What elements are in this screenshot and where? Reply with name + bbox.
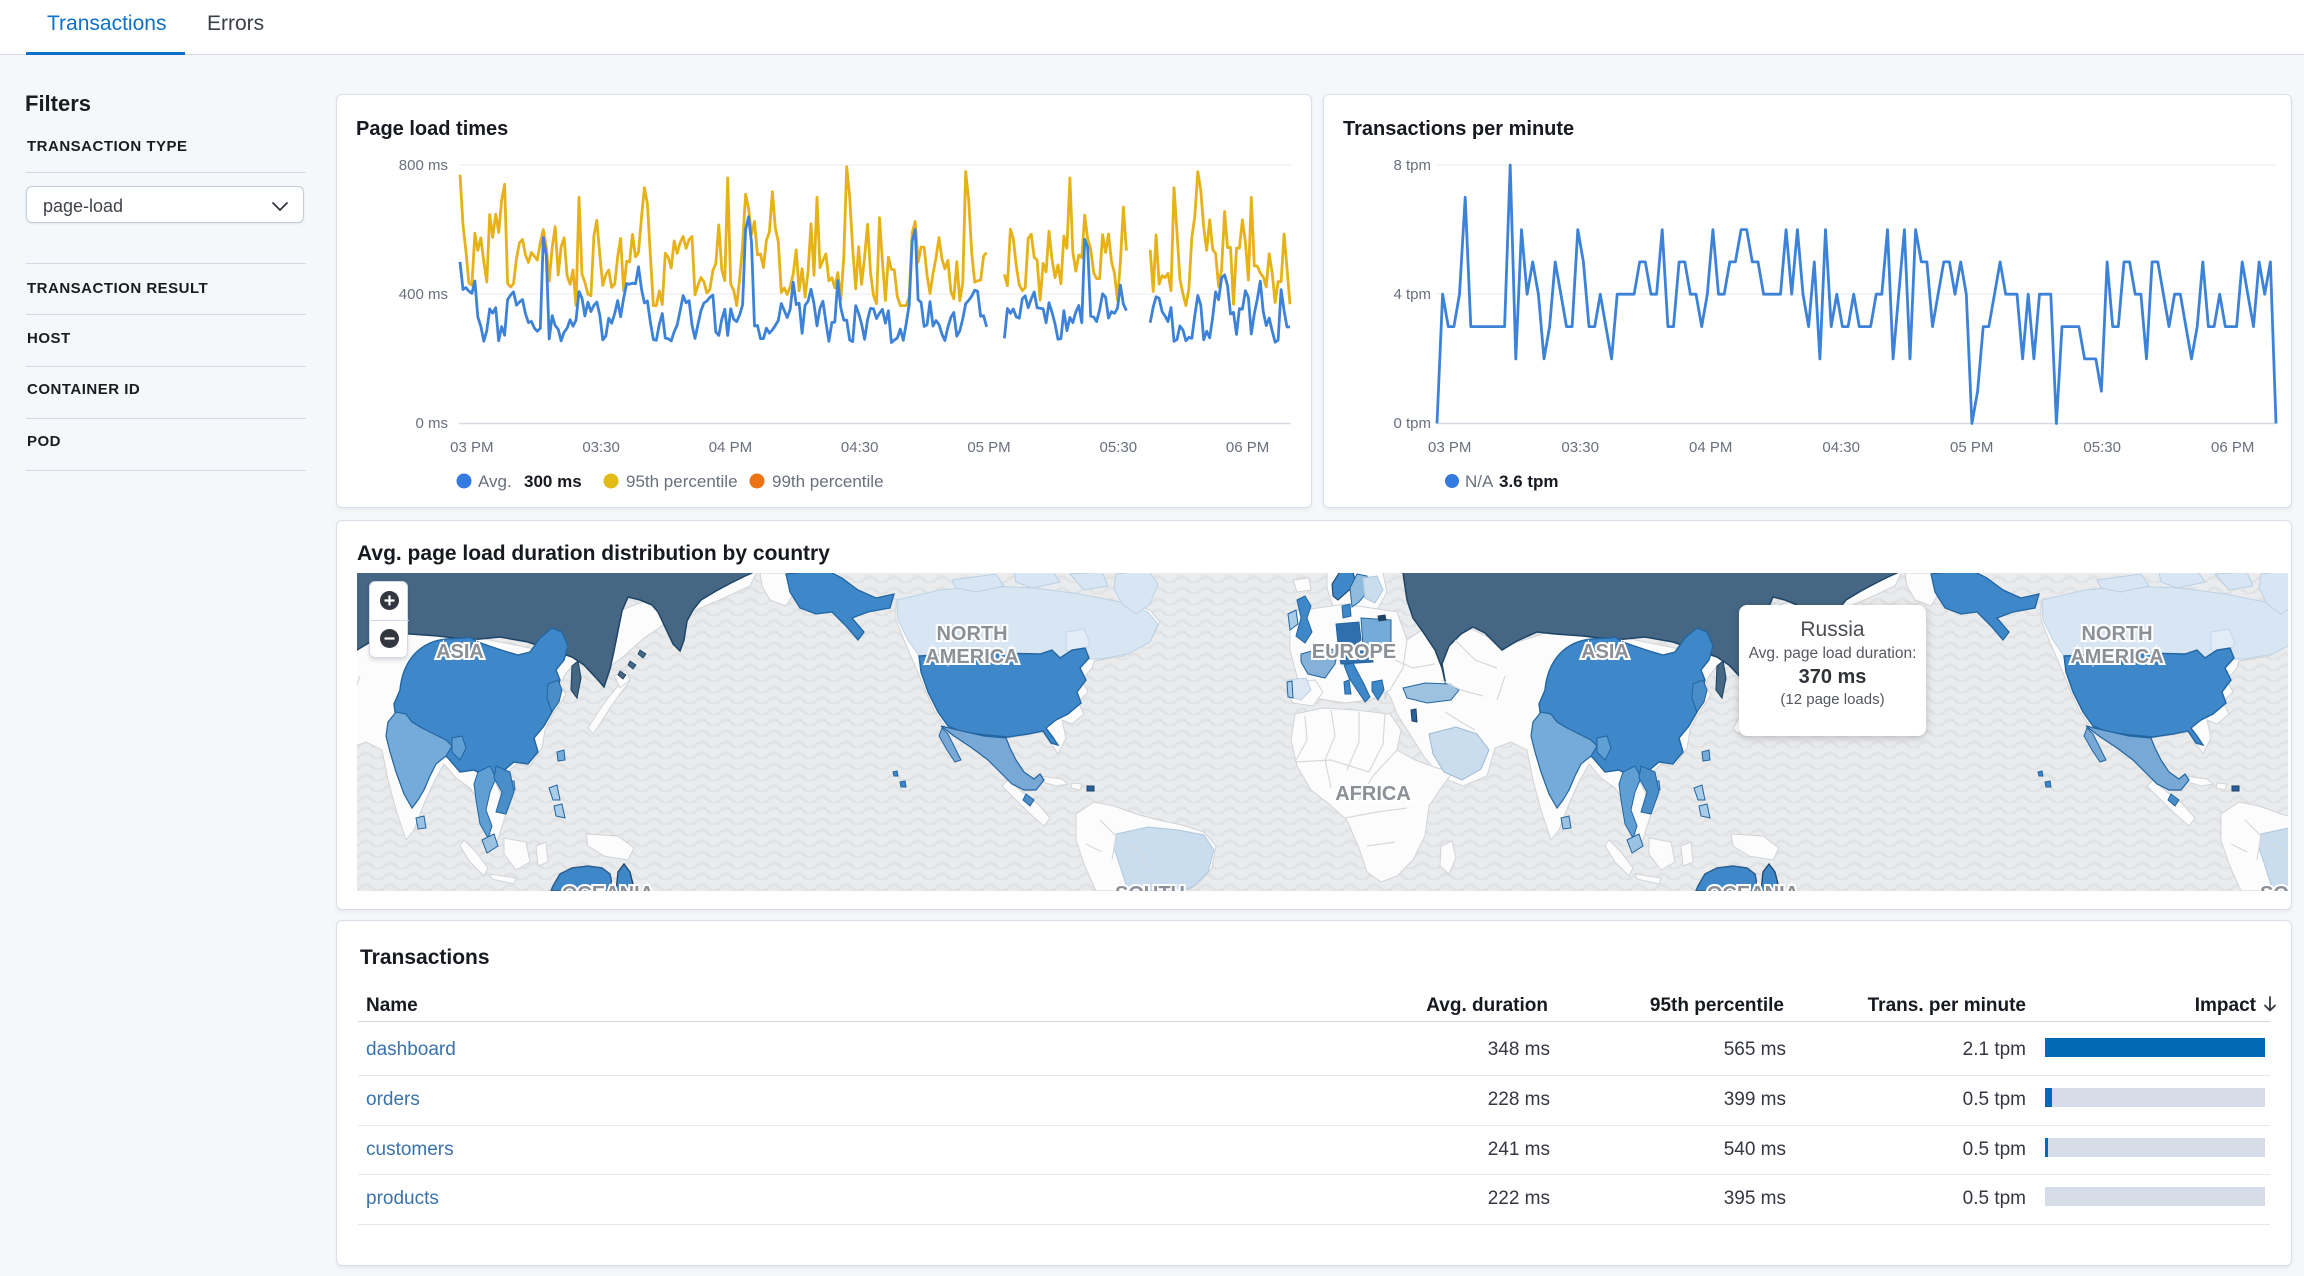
svg-text:3.6 tpm: 3.6 tpm	[1499, 472, 1559, 491]
svg-text:03:30: 03:30	[582, 439, 620, 456]
svg-text:05:30: 05:30	[2083, 439, 2121, 456]
svg-text:06 PM: 06 PM	[2211, 439, 2254, 456]
svg-text:06 PM: 06 PM	[1226, 439, 1269, 456]
svg-text:03 PM: 03 PM	[1428, 439, 1471, 456]
svg-text:04 PM: 04 PM	[709, 439, 752, 456]
svg-text:03:30: 03:30	[1561, 439, 1599, 456]
svg-text:03 PM: 03 PM	[450, 439, 493, 456]
svg-text:05 PM: 05 PM	[1950, 439, 1993, 456]
svg-text:300 ms: 300 ms	[524, 472, 582, 491]
svg-text:N/A: N/A	[1465, 472, 1494, 491]
svg-text:800 ms: 800 ms	[399, 157, 448, 174]
svg-text:95th percentile: 95th percentile	[626, 472, 738, 491]
svg-text:05 PM: 05 PM	[967, 439, 1010, 456]
svg-text:Page load times: Page load times	[356, 118, 508, 140]
svg-text:99th percentile: 99th percentile	[772, 472, 884, 491]
svg-text:04 PM: 04 PM	[1689, 439, 1732, 456]
svg-text:400 ms: 400 ms	[399, 286, 448, 303]
svg-text:0 tpm: 0 tpm	[1393, 415, 1431, 432]
svg-text:04:30: 04:30	[1822, 439, 1860, 456]
svg-text:Transactions per minute: Transactions per minute	[1343, 118, 1574, 140]
svg-text:Avg.: Avg.	[478, 472, 512, 491]
svg-text:0 ms: 0 ms	[415, 415, 448, 432]
svg-text:4 tpm: 4 tpm	[1393, 286, 1431, 303]
svg-text:8 tpm: 8 tpm	[1393, 157, 1431, 174]
svg-text:05:30: 05:30	[1100, 439, 1138, 456]
svg-text:04:30: 04:30	[841, 439, 879, 456]
